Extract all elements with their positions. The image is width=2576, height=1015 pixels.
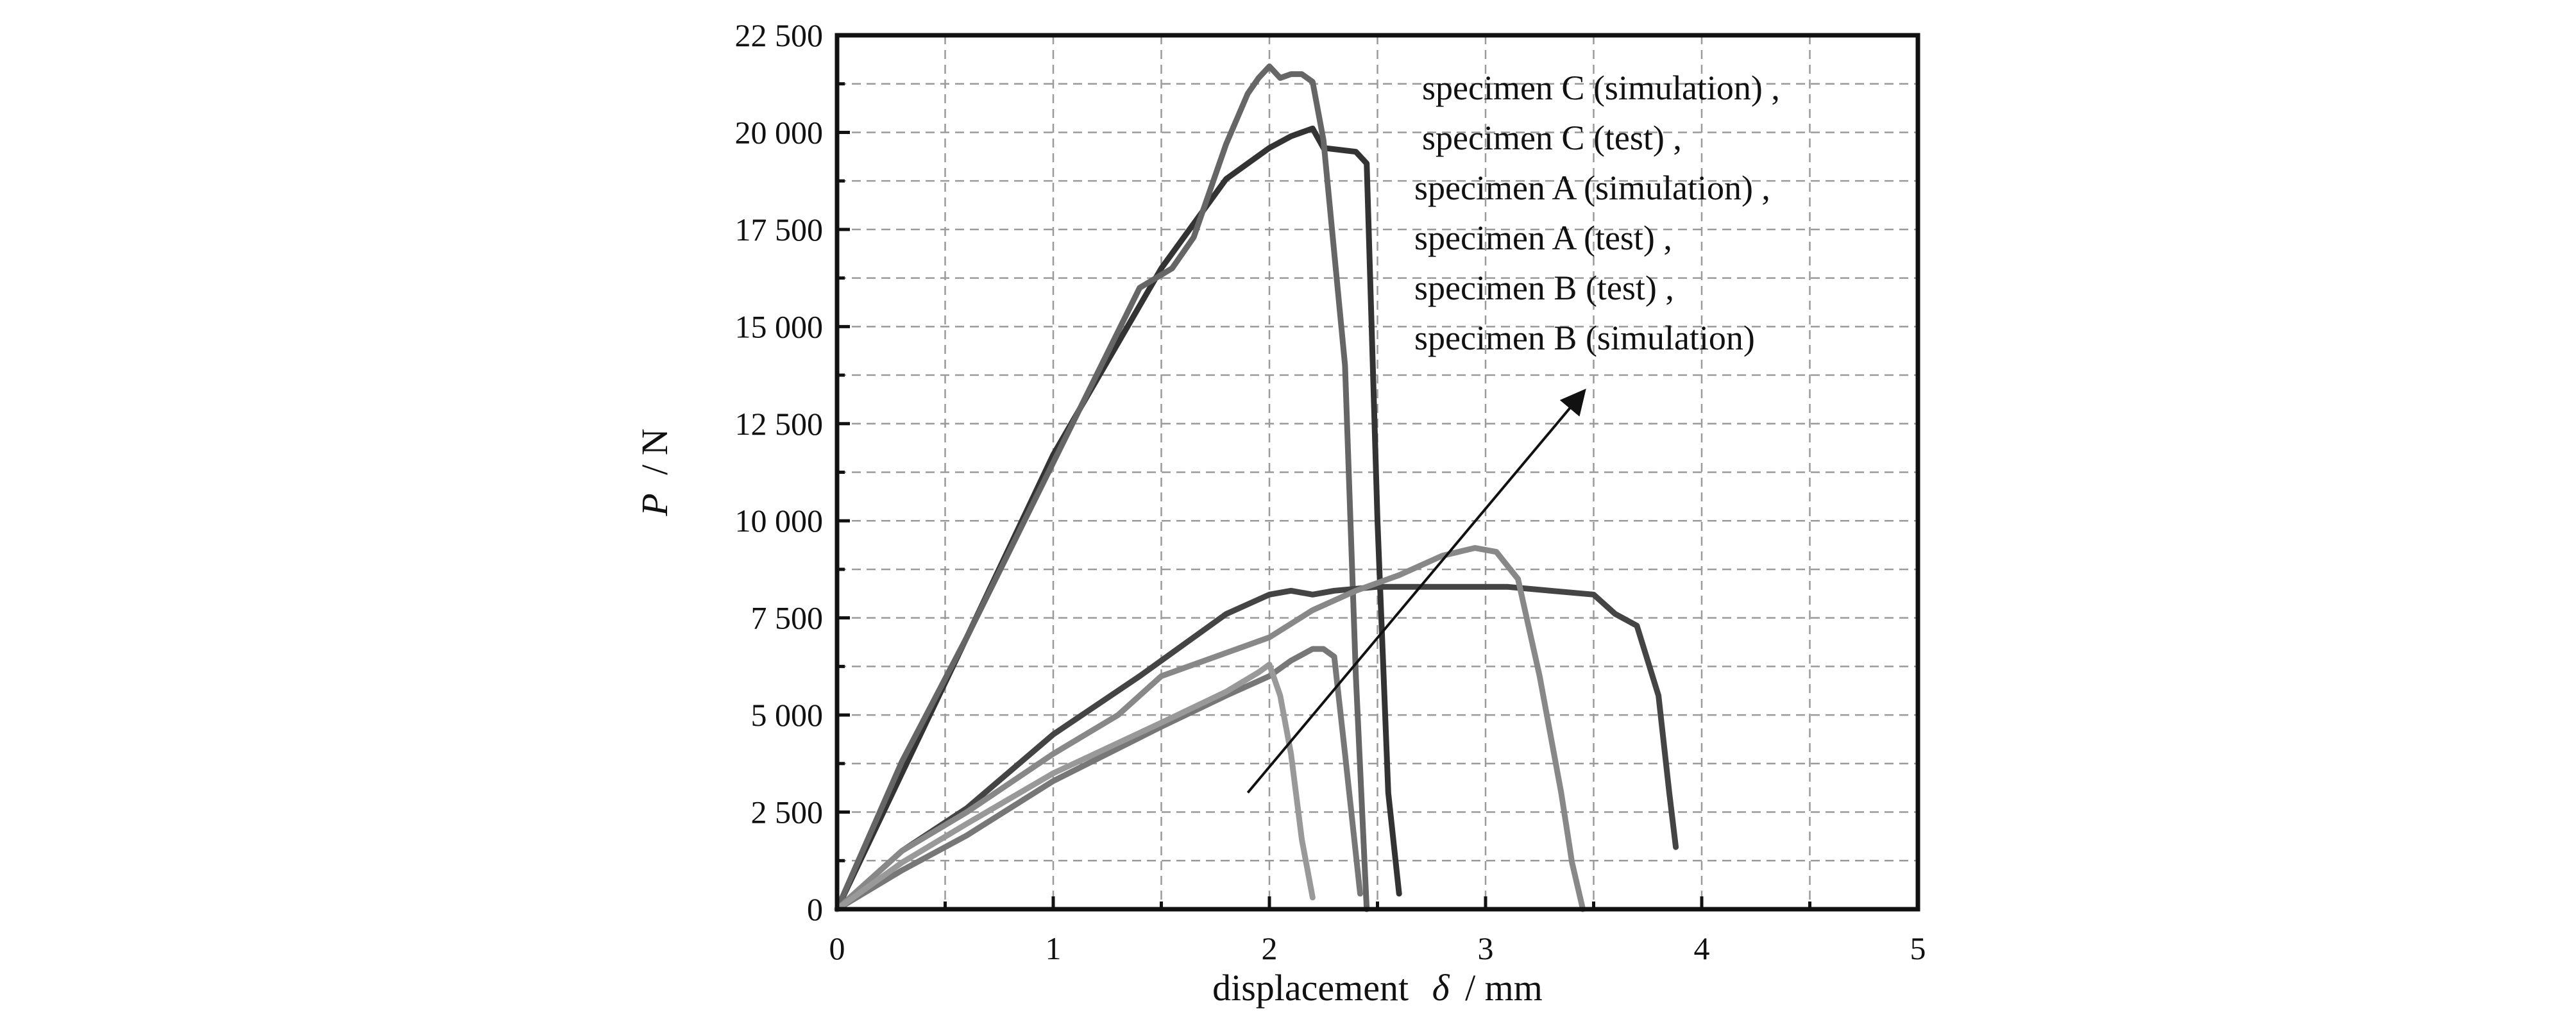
y-tick-label: 0 — [807, 891, 823, 927]
grid — [837, 35, 1918, 909]
series-line — [834, 125, 1402, 912]
y-tick-label: 5 000 — [751, 697, 824, 733]
legend-entry: specimen C (test) , — [1422, 119, 1682, 157]
legend-entry: specimen A (simulation) , — [1414, 169, 1770, 207]
series-lines — [834, 63, 1679, 912]
legend-entry: specimen A (test) , — [1414, 219, 1672, 257]
trend-arrow — [1246, 389, 1586, 794]
legend-entry: specimen B (test) , — [1414, 269, 1674, 307]
y-tick-label: 2 500 — [751, 794, 824, 830]
y-tick-label: 15 000 — [735, 308, 824, 344]
y-tick-label: 20 000 — [735, 114, 824, 150]
y-axis-label: P / N — [634, 428, 675, 516]
y-tick-label: 10 000 — [735, 503, 824, 539]
series-line — [834, 646, 1363, 912]
legend-entry: specimen C (simulation) , — [1422, 69, 1780, 107]
legend: specimen C (simulation) , specimen C (te… — [1414, 69, 1780, 357]
axes — [835, 33, 1920, 912]
y-tick-label: 22 500 — [735, 17, 824, 53]
series-line — [834, 545, 1586, 912]
x-axis-label: displacement δ / mm — [1212, 967, 1543, 1009]
x-tick-label: 2 — [1262, 930, 1278, 966]
x-axis-symbol: δ — [1432, 967, 1450, 1009]
y-tick-label: 12 500 — [735, 406, 824, 442]
x-tick-label: 0 — [829, 930, 845, 966]
y-axis-unit: / N — [634, 428, 675, 475]
y-axis-symbol: P — [634, 493, 675, 516]
tick-labels: 0 1 2 3 4 5 0 2 500 5 000 7 500 10 000 12 500 15 000… — [735, 17, 1926, 966]
y-tick-label: 17 500 — [735, 212, 824, 247]
x-tick-label: 4 — [1694, 930, 1710, 966]
x-tick-label: 3 — [1478, 930, 1494, 966]
series-line — [834, 661, 1316, 912]
x-axis-unit: / mm — [1465, 967, 1543, 1009]
series-line — [834, 63, 1370, 912]
series-line — [834, 583, 1679, 912]
x-tick-label: 1 — [1046, 930, 1062, 966]
legend-entry: specimen B (simulation) — [1414, 319, 1755, 357]
y-tick-label: 7 500 — [751, 600, 824, 636]
x-tick-label: 5 — [1910, 930, 1926, 966]
annotations — [1246, 389, 1586, 794]
x-axis-label-main: displacement — [1212, 967, 1409, 1009]
